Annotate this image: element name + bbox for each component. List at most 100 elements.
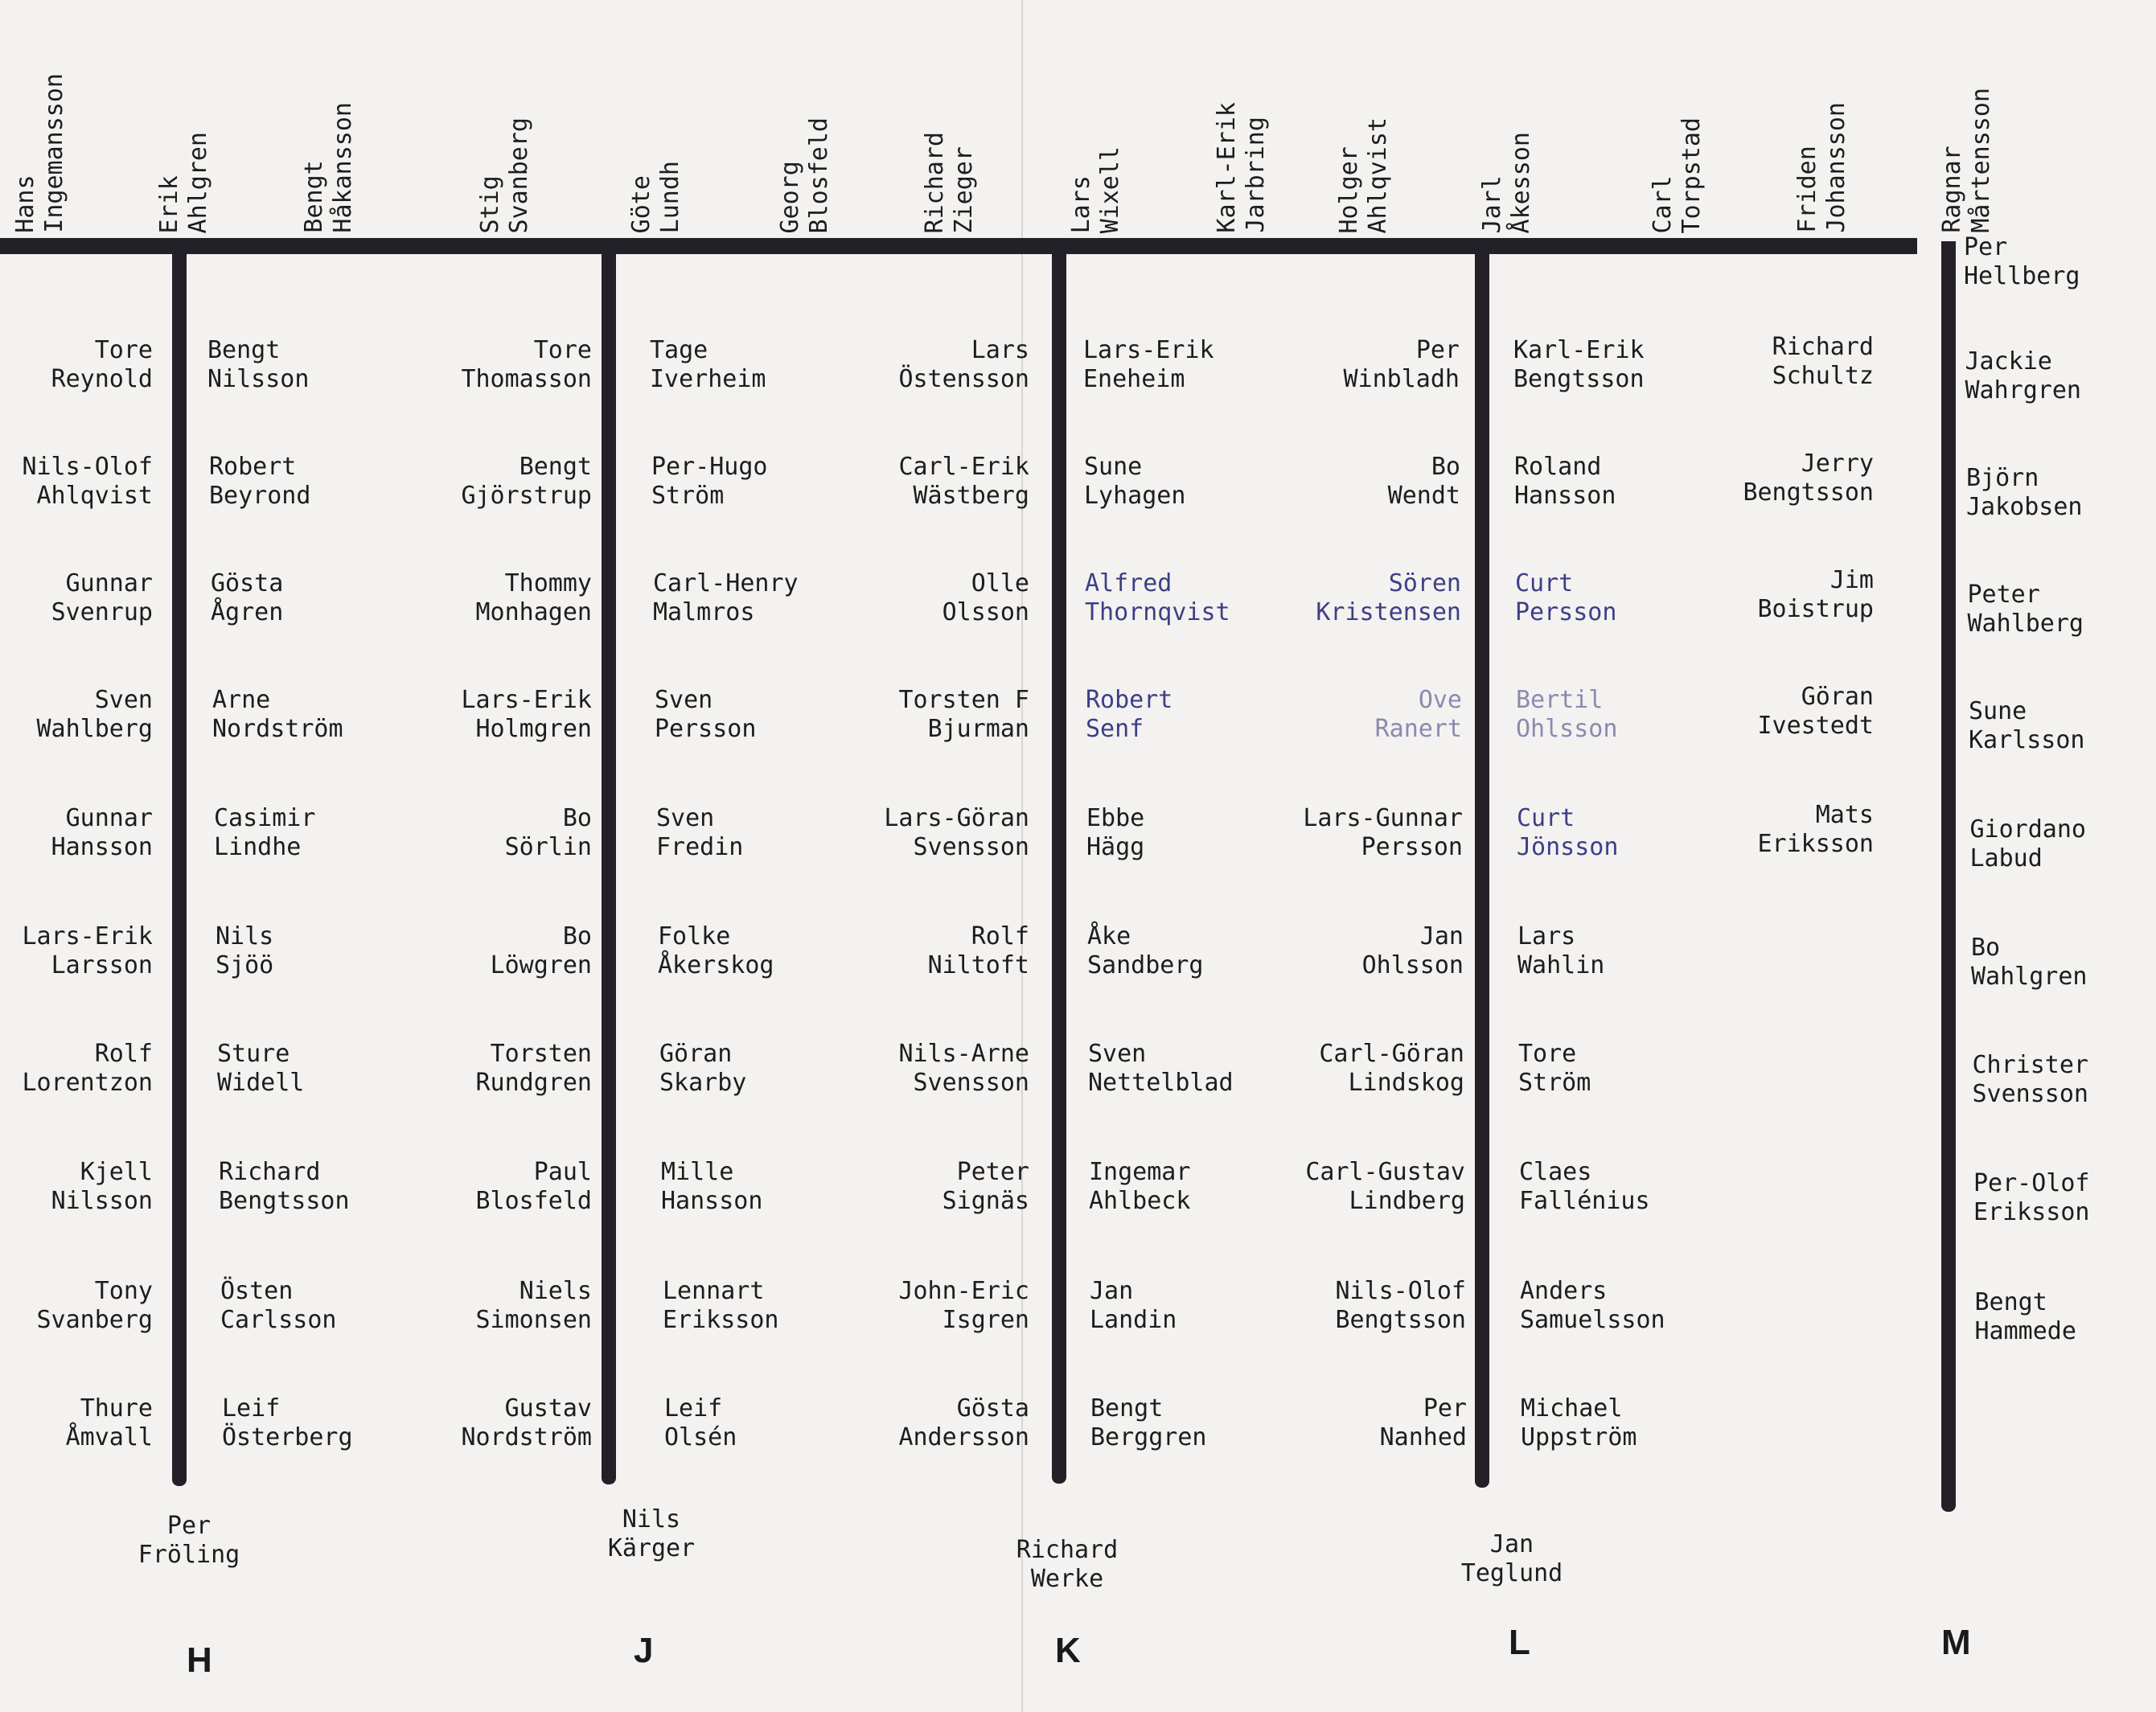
name-line: Peter: [956, 1158, 1029, 1186]
name-line: Eriksson: [663, 1306, 779, 1334]
top-name: Ragnar Mårtensson: [1938, 88, 1996, 233]
name-line: Teglund: [1460, 1559, 1563, 1587]
name-line: Göte: [627, 174, 655, 233]
name-entry: Sune Lyhagen: [1084, 453, 1185, 511]
name-entry: John-Eric Isgren: [898, 1277, 1029, 1335]
name-line: Richard: [219, 1158, 321, 1186]
name-entry: Casimir Lindhe: [214, 804, 315, 862]
name-line: Anders: [1520, 1277, 1608, 1305]
name-line: Ivestedt: [1757, 712, 1875, 740]
name-line: Göran: [1801, 683, 1874, 711]
name-entry: Karl-Erik Bengtsson: [1513, 336, 1645, 394]
name-line: Nils-Olof: [1335, 1277, 1466, 1305]
name-line: Georg: [776, 160, 804, 233]
name-line: Fröling: [138, 1541, 240, 1569]
name-entry: Thommy Monhagen: [476, 569, 593, 627]
name-line: Eriksson: [1757, 830, 1875, 858]
column-letter: H: [187, 1640, 212, 1680]
name-line: Per: [1423, 1394, 1467, 1423]
vertical-bar: [1475, 241, 1489, 1488]
name-line: Sjöö: [216, 951, 274, 979]
name-line: Lundh: [656, 160, 684, 233]
name-entry: Per-Olof Eriksson: [1973, 1169, 2090, 1227]
name-line: Lars: [1067, 174, 1095, 233]
name-line: Svanberg: [36, 1306, 154, 1334]
name-line: Östen: [220, 1277, 294, 1305]
name-line: Lars-Erik: [461, 686, 592, 714]
name-entry: Torsten F Bjurman: [898, 686, 1029, 744]
name-line: Isgren: [942, 1306, 1029, 1334]
name-entry: Bengt Nilsson: [207, 336, 309, 394]
name-line: Åkerskog: [658, 951, 774, 979]
name-entry: Gösta Ågren: [211, 569, 283, 627]
name-line: Stig: [476, 174, 504, 233]
name-entry: Per Hellberg: [1964, 233, 2080, 291]
vertical-bar: [1941, 241, 1956, 1512]
vertical-bar: [602, 241, 616, 1484]
name-entry: Mats Eriksson: [1758, 801, 1875, 859]
name-entry: Sven Persson: [655, 686, 756, 744]
name-entry: Rolf Niltoft: [928, 922, 1029, 980]
name-line: Wahlberg: [36, 715, 154, 743]
name-line: Landin: [1090, 1306, 1177, 1334]
name-line: Olsén: [664, 1423, 737, 1451]
name-line: Nils: [622, 1505, 681, 1533]
name-line: Lorentzon: [22, 1069, 153, 1097]
name-line: Blosfeld: [475, 1187, 593, 1215]
name-entry: Nils-Arne Svensson: [898, 1040, 1029, 1098]
name-line: Eneheim: [1083, 365, 1185, 393]
name-line: Nilsson: [51, 1187, 153, 1215]
name-line: Ranert: [1374, 715, 1462, 743]
name-entry: Giordano Labud: [1970, 815, 2087, 873]
name-line: Hansson: [661, 1187, 763, 1215]
name-line: Svensson: [913, 1069, 1030, 1097]
bottom-name: Jan Teglund: [1439, 1530, 1584, 1588]
name-line: Jim: [1830, 566, 1874, 594]
name-line: Eriksson: [1973, 1198, 2090, 1226]
name-line: Gunnar: [65, 804, 153, 832]
name-entry: Curt Persson: [1515, 569, 1616, 627]
name-line: Bo: [562, 922, 592, 950]
name-line: Bengt: [1090, 1394, 1164, 1423]
name-entry: Richard Bengtsson: [219, 1158, 350, 1216]
name-line: Jarl: [1478, 174, 1506, 233]
name-line: Carl-Henry: [653, 569, 799, 597]
horizontal-bar: [0, 238, 1917, 254]
name-line: Rolf: [971, 922, 1029, 950]
name-entry: Thure Åmvall: [66, 1394, 153, 1452]
name-line: Zieger: [950, 146, 978, 233]
name-entry: Alfred Thornqvist: [1085, 569, 1230, 627]
name-line: Rundgren: [475, 1069, 593, 1097]
name-entry: Roland Hansson: [1514, 453, 1616, 511]
name-line: Roland: [1514, 453, 1602, 481]
name-line: Wahrgren: [1965, 376, 2082, 404]
name-line: Karl-Erik: [1213, 102, 1241, 233]
name-line: Svensson: [913, 833, 1030, 861]
name-line: Leif: [222, 1394, 281, 1423]
name-line: Nils: [216, 922, 274, 950]
name-entry: Sven Nettelblad: [1088, 1040, 1234, 1098]
name-line: Niltoft: [927, 951, 1029, 979]
name-entry: Göran Ivestedt: [1758, 683, 1875, 741]
name-line: Sven: [94, 686, 153, 714]
name-entry: Gustav Nordström: [461, 1394, 592, 1452]
top-name: Erik Ahlgren: [155, 132, 213, 233]
name-line: Ågren: [211, 598, 284, 626]
name-entry: Leif Olsén: [664, 1394, 737, 1452]
name-line: Göran: [659, 1040, 733, 1068]
name-line: Svenrup: [51, 598, 153, 626]
name-line: Gösta: [211, 569, 284, 597]
name-line: Hansson: [1514, 482, 1616, 510]
name-line: Carl: [1649, 174, 1677, 233]
name-entry: Robert Senf: [1086, 686, 1172, 744]
name-line: Richard: [1772, 333, 1874, 361]
name-line: Peter: [1967, 581, 2040, 609]
column-letter: K: [1055, 1631, 1081, 1670]
name-line: Ahlqvist: [1364, 117, 1392, 234]
name-entry: Gösta Andersson: [898, 1394, 1029, 1452]
name-entry: Gunnar Svenrup: [51, 569, 153, 627]
name-line: Österberg: [222, 1423, 353, 1451]
name-line: Ingemansson: [40, 73, 68, 233]
vertical-bar: [172, 241, 187, 1486]
name-line: Holger: [1335, 146, 1363, 233]
